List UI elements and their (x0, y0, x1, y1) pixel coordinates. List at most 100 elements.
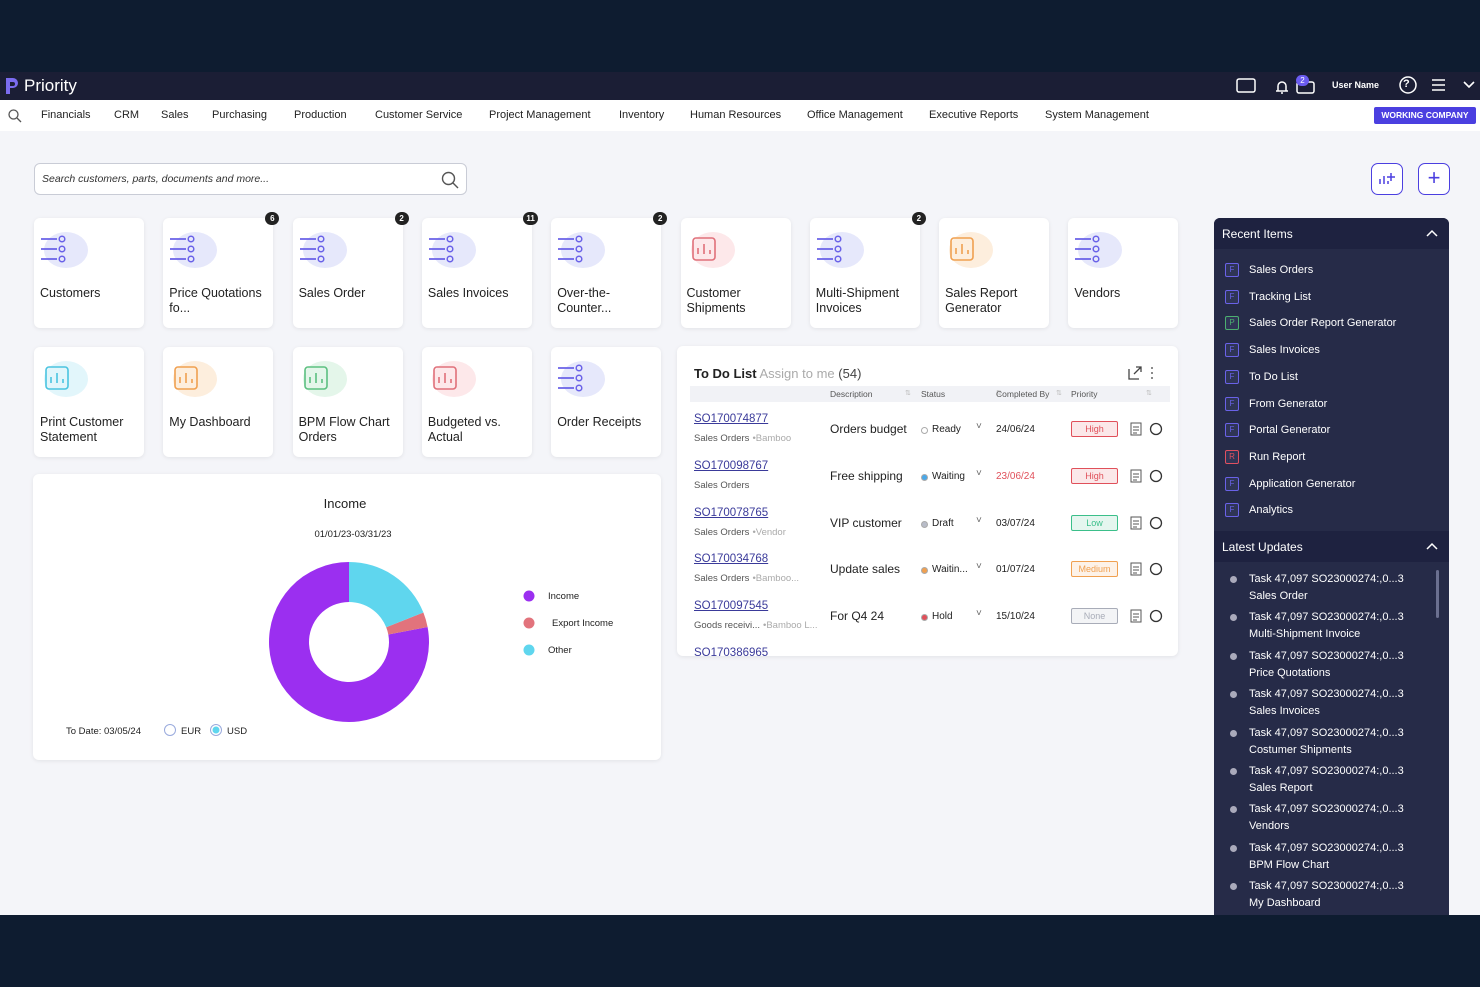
row-actions[interactable] (1130, 609, 1164, 623)
row-actions[interactable] (1130, 562, 1164, 576)
record-id[interactable]: SO170074877 (694, 413, 769, 425)
status-chevron[interactable]: ˅ (976, 421, 982, 432)
recent-item[interactable]: Portal Generator (1249, 424, 1331, 437)
add-button[interactable]: + (1418, 163, 1450, 195)
tile[interactable]: Sales Invoices 11 (421, 212, 538, 328)
tile[interactable]: Over-the-Counter... 2 (551, 212, 668, 328)
update-label[interactable]: BPM Flow Chart (1249, 858, 1330, 871)
nav-item[interactable]: System Management (1045, 109, 1149, 121)
sort-icon[interactable]: ⇅ (996, 390, 1002, 397)
nav-item[interactable]: Sales (161, 109, 189, 121)
nav-item[interactable]: Inventory (619, 109, 665, 121)
collapse-icon[interactable] (1426, 542, 1438, 550)
tile[interactable]: Multi-Shipment Invoices 2 (809, 212, 926, 328)
nav-item[interactable]: Executive Reports (929, 109, 1019, 121)
record-id[interactable]: SO170098767 (694, 459, 769, 472)
recent-item[interactable]: Tracking List (1249, 290, 1311, 303)
row-actions[interactable] (1130, 516, 1164, 530)
status[interactable]: Hold (932, 611, 953, 623)
record-id[interactable]: SO170097545 (694, 600, 769, 613)
update-label[interactable]: Multi-Shipment Invoice (1249, 628, 1361, 641)
row-actions[interactable] (1130, 422, 1164, 436)
search-box[interactable]: Search customers, parts, documents and m… (34, 163, 467, 195)
nav-item[interactable]: CRM (114, 109, 140, 121)
tile[interactable]: Sales Report Generator (939, 218, 1050, 328)
row-action-icons[interactable] (1130, 516, 1164, 530)
tile[interactable]: My Dashboard (163, 347, 274, 457)
update-label[interactable]: Sales Invoices (1249, 705, 1320, 718)
update-task[interactable]: Task 47,097 SO23000274:,0...3 (1249, 803, 1404, 816)
status-chevron[interactable]: ˅ (976, 514, 982, 526)
sort-icon[interactable]: ⇅ (1056, 390, 1062, 397)
nav-item[interactable]: Customer Service (375, 109, 463, 121)
status[interactable]: Waiting (932, 470, 965, 482)
update-task[interactable]: Task 47,097 SO23000274:,0...3 (1249, 765, 1404, 777)
recent-header[interactable]: Recent Items (1214, 218, 1449, 249)
tile[interactable]: Customers (34, 218, 144, 328)
search-icon[interactable] (441, 171, 459, 189)
sort-icon[interactable]: ⇅ (905, 390, 911, 397)
collapse-icon[interactable] (1426, 229, 1438, 237)
user-name[interactable]: User Name (1332, 80, 1380, 90)
update-label[interactable]: Price Quotations (1249, 666, 1331, 679)
status[interactable]: Ready (932, 424, 961, 435)
priority[interactable]: Medium (1071, 561, 1118, 578)
recent-item[interactable]: Sales Invoices (1249, 344, 1320, 357)
tile[interactable]: BPM Flow Chart Orders (292, 347, 403, 457)
update-task[interactable]: Task 47,097 SO23000274:,0...3 (1249, 841, 1404, 854)
tile[interactable]: Print Customer Statement (34, 347, 144, 457)
nav-item[interactable]: Financials (41, 109, 91, 121)
update-label[interactable]: Sales Report (1249, 782, 1313, 794)
priority[interactable]: Low (1071, 514, 1118, 531)
nav-item[interactable]: Project Management (489, 109, 591, 121)
status-chevron[interactable]: ˅ (976, 467, 982, 479)
company-button[interactable]: WORKING COMPANY (1374, 107, 1476, 124)
recent-item[interactable]: Run Report (1249, 450, 1306, 463)
nav-item[interactable]: Production (294, 109, 347, 121)
add-widget-button[interactable] (1371, 163, 1403, 195)
recent-item[interactable]: Sales Orders (1249, 264, 1314, 276)
nav-search-icon[interactable] (8, 109, 22, 123)
status[interactable]: Draft (932, 517, 954, 529)
sort-icon[interactable]: ⇅ (1146, 390, 1152, 397)
update-label[interactable]: Costumer Shipments (1249, 743, 1352, 756)
help-mark[interactable]: ? (1403, 78, 1410, 90)
row-action-icons[interactable] (1130, 562, 1164, 576)
recent-item[interactable]: To Do List (1249, 370, 1298, 383)
row-action-icons[interactable] (1130, 609, 1164, 623)
record-id[interactable]: SO170034768 (694, 553, 769, 566)
status-chevron[interactable]: ˅ (976, 608, 982, 620)
recent-item[interactable]: Sales Order Report Generator (1249, 317, 1397, 330)
status[interactable]: Waitin... (932, 564, 968, 576)
todo-tools[interactable] (1127, 365, 1157, 381)
tile[interactable]: Vendors (1068, 218, 1179, 328)
row-actions[interactable] (1130, 469, 1164, 483)
update-task[interactable]: Task 47,097 SO23000274:,0...3 (1249, 726, 1404, 739)
record-id[interactable]: SO170386965 (694, 647, 769, 656)
row-action-icons[interactable] (1130, 422, 1164, 436)
tile[interactable]: Order Receipts (551, 347, 662, 457)
nav-item[interactable]: Human Resources (690, 109, 782, 121)
nav-item[interactable]: Purchasing (212, 109, 268, 121)
update-label[interactable]: My Dashboard (1249, 897, 1321, 910)
row-action-icons[interactable] (1130, 469, 1164, 483)
priority[interactable]: High (1071, 467, 1118, 484)
recent-item[interactable]: Application Generator (1249, 477, 1356, 490)
updates-header[interactable]: Latest Updates (1214, 531, 1449, 562)
priority[interactable]: None (1071, 608, 1118, 625)
update-label[interactable]: Sales Order (1249, 590, 1308, 602)
nav-item[interactable]: Office Management (807, 109, 903, 121)
tile[interactable]: Sales Order 2 (292, 212, 409, 328)
update-task[interactable]: Task 47,097 SO23000274:,0...3 (1249, 573, 1404, 585)
update-label[interactable]: Vendors (1249, 820, 1290, 833)
update-task[interactable]: Task 47,097 SO23000274:,0...3 (1249, 649, 1404, 662)
update-task[interactable]: Task 47,097 SO23000274:,0...3 (1249, 880, 1404, 893)
recent-item[interactable]: Analytics (1249, 504, 1294, 517)
tile[interactable]: Customer Shipments (680, 218, 791, 328)
record-id[interactable]: SO170078765 (694, 506, 769, 519)
recent-item[interactable]: From Generator (1249, 397, 1328, 410)
todo-assign[interactable]: Assign to me (759, 366, 835, 381)
tile[interactable]: Budgeted vs. Actual (421, 347, 532, 457)
tile[interactable]: Price Quotations fo... 6 (163, 212, 280, 328)
priority[interactable]: High (1071, 421, 1118, 437)
